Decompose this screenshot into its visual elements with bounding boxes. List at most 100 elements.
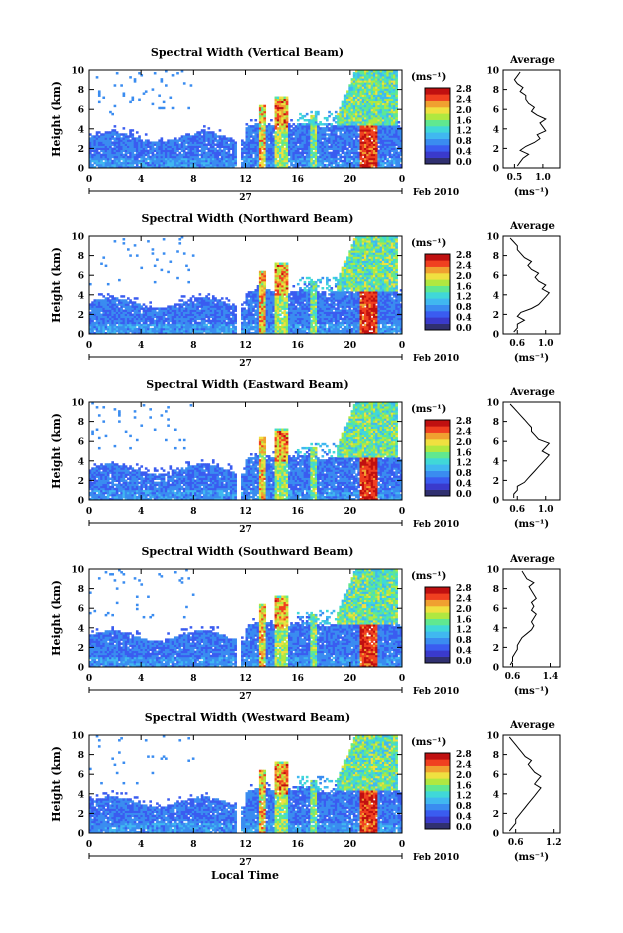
heatmap-cell	[234, 314, 237, 316]
heatmap-cell	[98, 90, 101, 92]
heatmap-cell	[140, 267, 143, 269]
colorbar-swatch	[425, 113, 450, 120]
heatmap-cell	[178, 242, 181, 244]
heatmap-cell	[152, 88, 155, 90]
colorbar-tick-label: 2.8	[456, 85, 472, 95]
heatmap-cell	[263, 105, 266, 107]
x-tick-label: 4	[138, 175, 144, 185]
heatmap-cell	[154, 265, 157, 267]
heatmap-cell	[123, 242, 126, 244]
heatmap-cell	[306, 113, 309, 115]
heatmap-cell	[134, 78, 137, 80]
heatmap-cell	[183, 295, 186, 297]
heatmap-cell	[234, 305, 237, 307]
average-y-tick-label: 4	[493, 125, 499, 135]
x-tick-label: 0	[86, 175, 92, 185]
heatmap-cell	[221, 297, 224, 299]
average-x-tick-label: 0.5	[507, 173, 523, 183]
heatmap-cell	[100, 263, 103, 265]
colorbar-swatch	[425, 132, 450, 139]
heatmap-cell	[152, 103, 155, 105]
colorbar-swatch	[425, 94, 450, 101]
heatmap-cell	[152, 248, 155, 250]
day-label: 27	[239, 193, 252, 203]
heatmap-cell	[123, 238, 126, 240]
heatmap-cell	[116, 72, 119, 74]
average-y-tick-label: 6	[493, 106, 499, 116]
heatmap-cell	[134, 244, 137, 246]
heatmap-cell	[147, 240, 150, 242]
heatmap-cell	[165, 84, 168, 86]
heatmap-cell	[102, 97, 105, 99]
heatmap-cell	[131, 133, 134, 135]
y-tick-label: 10	[71, 67, 84, 77]
average-y-tick-label: 2	[493, 145, 499, 155]
heatmap-cell	[187, 281, 190, 283]
heatmap-cell	[145, 90, 148, 92]
average-x-label: (ms⁻¹)	[514, 187, 549, 198]
colorbar-swatch	[425, 139, 450, 146]
heatmap-cell	[187, 269, 190, 271]
heatmap-cell	[169, 97, 172, 99]
heatmap-cell	[185, 265, 188, 267]
heatmap-cell	[199, 293, 202, 295]
colorbar-swatch	[425, 88, 450, 95]
heatmap-cell	[161, 269, 164, 271]
heatmap-cell	[169, 261, 172, 263]
colorbar-tick-label: 2.4	[456, 95, 472, 105]
heatmap-cell	[102, 256, 105, 258]
x-tick-label: 12	[239, 175, 252, 185]
panel-0: Spectral Width (Vertical Beam)Height (km…	[50, 46, 560, 203]
average-y-tick-label: 8	[493, 86, 499, 96]
heatmap-cell	[163, 252, 166, 254]
y-tick-label: 0	[78, 165, 84, 175]
y-tick-label: 6	[78, 106, 84, 116]
heatmap-cell	[114, 125, 117, 127]
heatmap-cell	[156, 258, 159, 260]
heatmap-cell	[123, 127, 126, 129]
heatmap-cell	[158, 95, 161, 97]
colorbar-swatch	[425, 101, 450, 108]
heatmap-cell	[152, 252, 155, 254]
colorbar-swatch	[425, 120, 450, 127]
heatmap-cell	[114, 240, 117, 242]
heatmap-cell	[136, 131, 139, 133]
heatmap-cell	[290, 119, 293, 121]
heatmap-cell	[161, 137, 164, 139]
heatmap-cell	[123, 92, 126, 94]
average-y-tick-label: 0	[493, 165, 499, 175]
heatmap-cell	[234, 326, 237, 328]
heatmap-cell	[127, 248, 130, 250]
colorbar-swatch	[425, 158, 450, 165]
heatmap-cell	[105, 265, 108, 267]
y-axis-label: Height (km)	[50, 247, 63, 323]
heatmap-cell	[310, 111, 313, 113]
heatmap-cell	[286, 97, 289, 99]
y-tick-label: 4	[78, 125, 84, 135]
heatmap-cell	[190, 84, 193, 86]
date-label: Feb 2010	[413, 188, 459, 198]
average-x-tick-label: 1.0	[535, 173, 551, 183]
average-title: Average	[509, 55, 555, 66]
heatmap-cell	[120, 84, 123, 86]
heatmap-cell	[263, 271, 266, 273]
x-tick-label: 20	[344, 175, 357, 185]
heatmap-cell	[234, 141, 237, 143]
heatmap-cell	[187, 107, 190, 109]
heatmap-cell	[176, 250, 179, 252]
heatmap-cell	[228, 299, 231, 301]
heatmap-cell	[145, 133, 148, 135]
heatmap-cell	[250, 119, 253, 121]
heatmap-cell	[111, 113, 114, 115]
heatmap-cell	[286, 263, 289, 265]
colorbar-unit: (ms⁻¹)	[411, 72, 446, 83]
heatmap-cell	[270, 119, 273, 121]
heatmap-cell	[183, 252, 186, 254]
heatmap-cell	[219, 129, 222, 131]
heatmap-cell	[176, 72, 179, 74]
heatmap-cell	[129, 76, 132, 78]
heatmap-cell	[163, 107, 166, 109]
heatmap-cell	[192, 254, 195, 256]
